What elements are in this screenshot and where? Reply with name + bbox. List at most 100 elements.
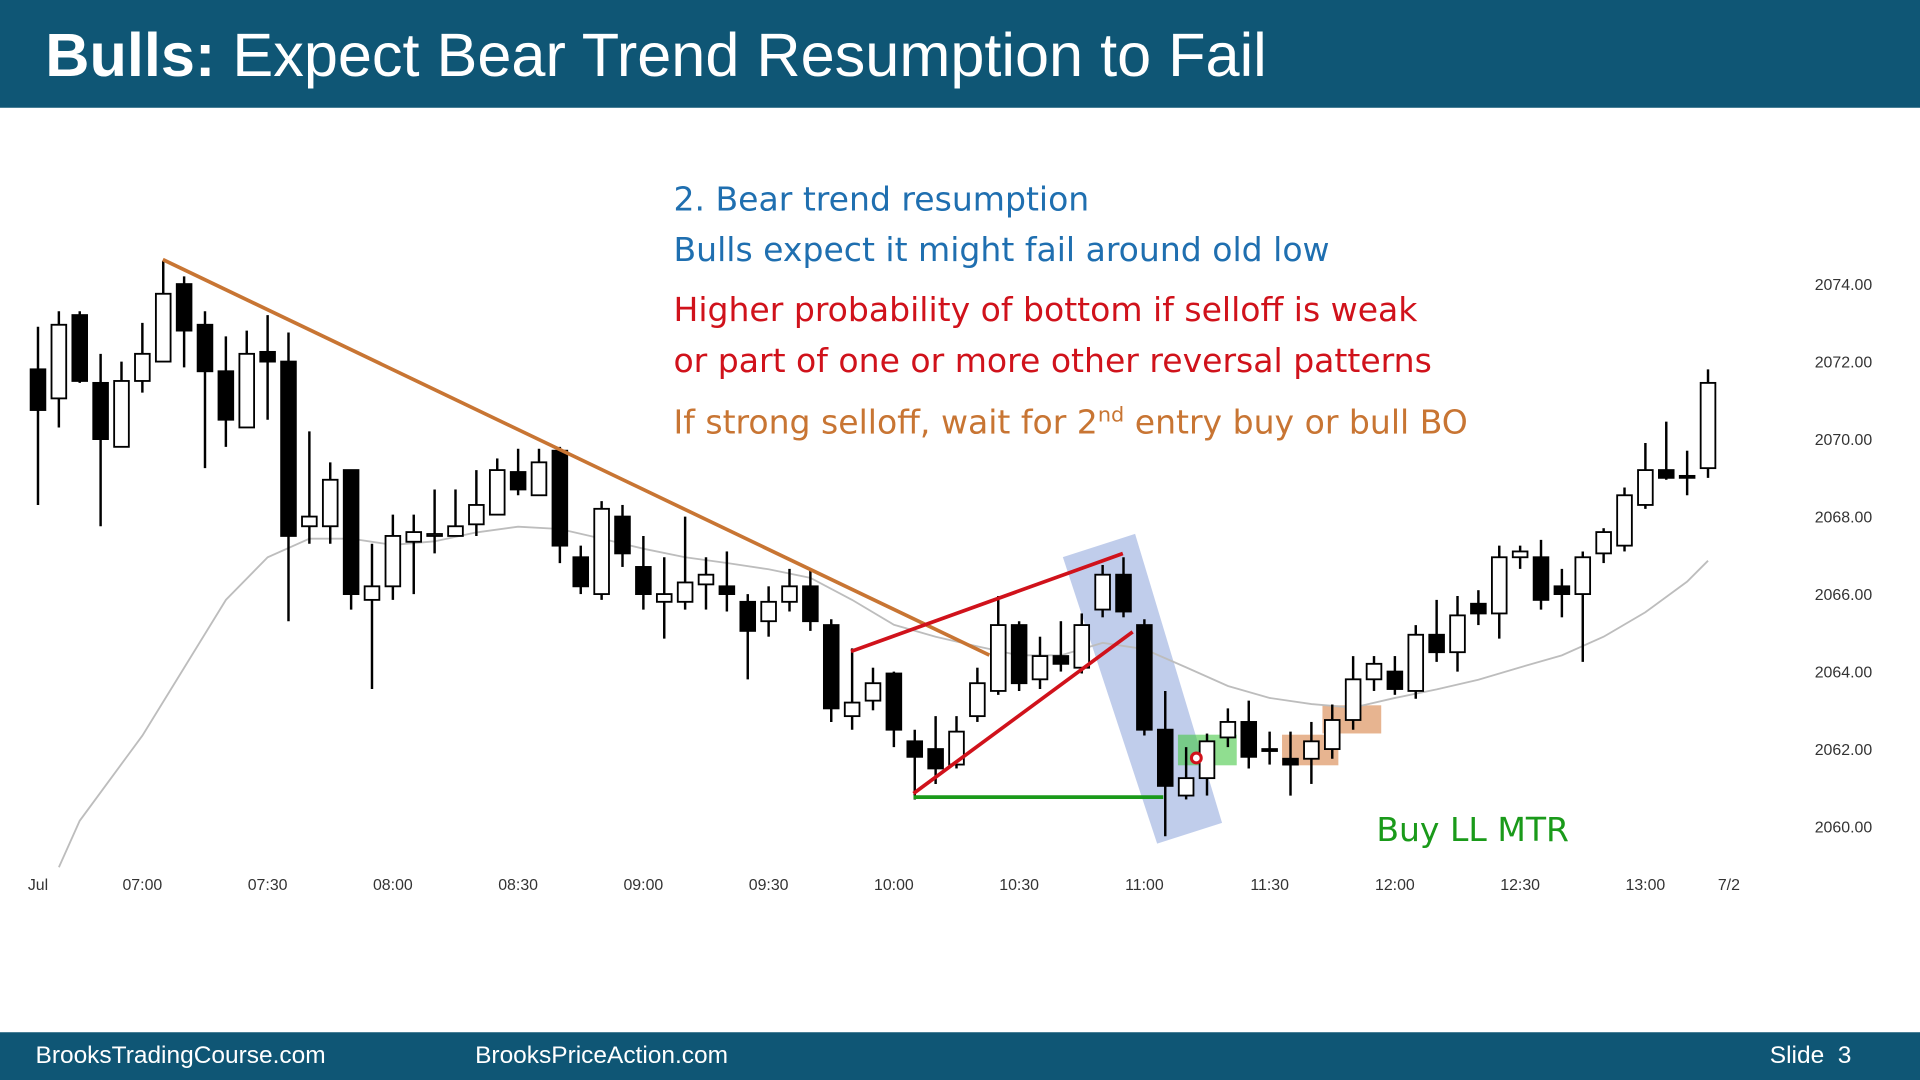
candle-body: [1094, 573, 1111, 611]
candle-body: [1010, 624, 1028, 685]
annotation: Higher probability of bottom if selloff …: [673, 290, 1418, 329]
candle-body: [1156, 728, 1174, 787]
candle-body: [363, 585, 381, 601]
wedge-line: [850, 551, 1124, 654]
candle-body: [50, 323, 68, 400]
y-tick-label: 2068.00: [1815, 510, 1873, 527]
candle-body: [822, 624, 840, 710]
title-bold: Bulls:: [45, 21, 215, 89]
candle-body: [134, 352, 151, 382]
candle-body: [1574, 556, 1592, 595]
annotation-part: If strong selloff, wait for 2: [673, 402, 1097, 441]
annotation-part: entry buy or bull BO: [1124, 402, 1468, 441]
annotations: 2. Bear trend resumption Bulls expect it …: [673, 180, 1569, 850]
x-tick-label: 09:30: [749, 877, 789, 894]
drawing-layer: [162, 257, 1203, 799]
candle-body: [1637, 469, 1654, 506]
moving-average: [58, 525, 1709, 868]
candle-body: [447, 525, 464, 537]
candle-body: [154, 292, 172, 363]
candle-body: [509, 471, 527, 491]
candle-body: [113, 380, 130, 448]
candle-body: [906, 740, 924, 758]
candle-body: [301, 515, 318, 528]
annotation: or part of one or more other reversal pa…: [673, 341, 1431, 380]
candle-body: [321, 478, 339, 528]
candle-body: [1470, 602, 1487, 615]
title-text: Expect Bear Trend Resumption to Fail: [232, 21, 1266, 89]
candle-body: [781, 585, 798, 603]
candle-body: [948, 730, 965, 766]
candle-body: [1344, 678, 1362, 721]
candle-body: [384, 535, 402, 588]
candle-body: [969, 682, 986, 718]
candle-body: [1657, 469, 1675, 479]
candle-body: [718, 585, 736, 595]
wedge-line: [912, 630, 1134, 795]
candle-body: [1365, 662, 1383, 681]
x-tick-label: 08:30: [498, 877, 538, 894]
candle-body: [760, 600, 777, 623]
x-tick-label: Jul: [28, 877, 48, 894]
candle-body: [280, 360, 297, 537]
x-tick-label: 7/2: [1718, 877, 1740, 894]
trend-line: [162, 257, 991, 657]
candle-body: [1282, 757, 1299, 766]
candle-body: [593, 507, 610, 595]
candle-body: [1449, 614, 1466, 654]
candle-body: [71, 314, 89, 382]
x-tick-label: 12:00: [1375, 877, 1415, 894]
y-tick-label: 2072.00: [1815, 355, 1873, 372]
candle-body: [1177, 777, 1195, 797]
candle-body: [1052, 655, 1070, 665]
entry-dot: [1189, 751, 1203, 765]
annotation-superscript: nd: [1098, 402, 1124, 426]
x-tick-label: 08:00: [373, 877, 413, 894]
annotation: 2. Bear trend resumption: [673, 180, 1089, 219]
candle-body: [655, 593, 673, 603]
candle-body: [468, 504, 485, 526]
signal-label: Buy LL MTR: [1376, 810, 1569, 849]
candle-body: [1428, 633, 1445, 654]
candle-body: [488, 469, 506, 516]
candle-body: [1678, 474, 1696, 479]
candle-body: [1136, 624, 1153, 731]
candle-body: [530, 461, 548, 497]
candle-body: [217, 370, 235, 421]
candle-body: [1261, 748, 1278, 752]
slide-title: Bulls: Expect Bear Trend Resumption to F…: [45, 21, 1267, 89]
candle-body: [927, 748, 944, 770]
candle-body: [697, 573, 715, 586]
footer-left: BrooksTradingCourse.com: [36, 1042, 326, 1069]
y-tick-label: 2064.00: [1815, 665, 1873, 682]
chart: 2060.00 2062.00 2064.00 2066.00 2068.00 2070.…: [28, 260, 1873, 894]
x-tick-label: 12:30: [1500, 877, 1540, 894]
candle-body: [1616, 494, 1633, 547]
candle-body: [843, 701, 861, 718]
candle-body: [989, 624, 1007, 692]
slide-number: Slide 3: [1770, 1042, 1852, 1069]
candle-body: [551, 449, 569, 547]
candle-body: [1490, 556, 1508, 615]
candle-body: [1219, 721, 1237, 739]
candle-body: [1699, 381, 1717, 470]
x-tick-label: 13:00: [1625, 877, 1665, 894]
candle-body: [1595, 531, 1612, 555]
x-tick-label: 10:30: [999, 877, 1039, 894]
candle-body: [426, 533, 443, 537]
header-band: [0, 0, 1920, 108]
y-tick-label: 2060.00: [1815, 820, 1873, 837]
candle-body: [1407, 633, 1425, 692]
candle-body: [885, 672, 903, 731]
candle-body: [635, 566, 652, 595]
candle-body: [1240, 721, 1258, 758]
candle-body: [1386, 670, 1404, 690]
candle-body: [1553, 585, 1571, 595]
candle-body: [739, 600, 757, 632]
candle-body: [92, 381, 109, 440]
candle-body: [196, 323, 214, 373]
candle-body: [29, 368, 47, 411]
x-tick-label: 07:00: [122, 877, 162, 894]
candle-body: [802, 585, 819, 623]
